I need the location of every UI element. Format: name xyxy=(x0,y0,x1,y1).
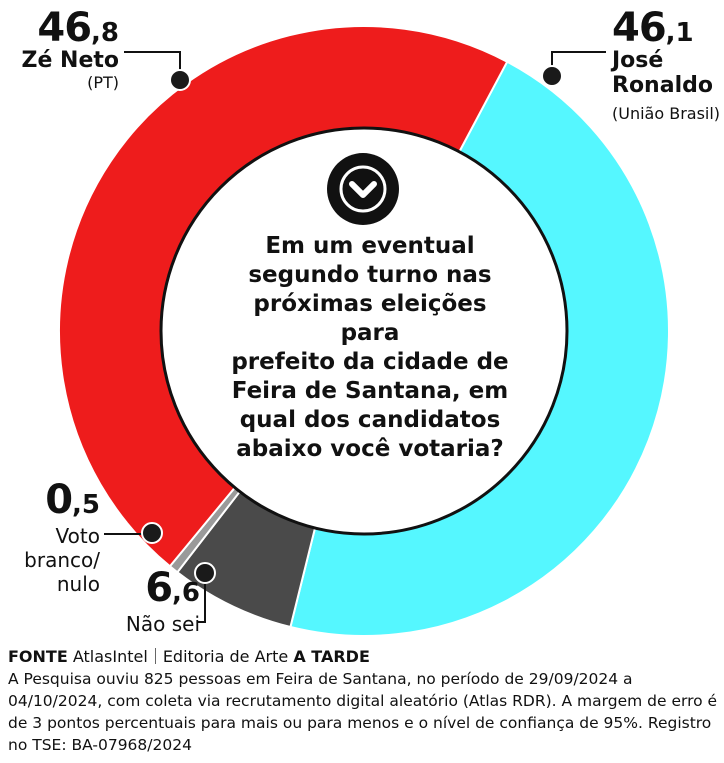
value-voto-branco-nulo: 0,5 xyxy=(45,477,100,523)
donut-chart xyxy=(58,25,670,637)
footer: FONTE AtlasIntel Editoria de Arte A TARDE… xyxy=(8,646,718,756)
chart-question: Em um eventual segundo turno nas próxima… xyxy=(231,233,509,462)
value-ze-neto: 46,8 xyxy=(37,5,119,51)
marker-ze-neto xyxy=(169,69,191,91)
value-nao-sei: 6,6 xyxy=(145,565,200,611)
label-voto-branco-nulo: 0,5 Voto branco/ nulo xyxy=(24,477,100,596)
divider xyxy=(154,648,156,664)
methodology-note: A Pesquisa ouviu 825 pessoas em Feira de… xyxy=(8,670,718,754)
chevron-down-circle-icon xyxy=(327,153,399,225)
marker-jose-ronaldo xyxy=(541,65,563,87)
leader-lines xyxy=(104,51,606,623)
value-jose-ronaldo: 46,1 xyxy=(612,5,694,51)
donut-center xyxy=(159,126,569,536)
label-nao-sei: 6,6 Não sei xyxy=(125,565,200,636)
source-line: FONTE AtlasIntel Editoria de Arte A TARDE xyxy=(8,647,370,666)
donut-slices xyxy=(58,25,670,637)
marker-voto-branco-nulo xyxy=(141,522,163,544)
label-ze-neto: 46,8 Zé Neto (PT) xyxy=(21,5,120,92)
label-jose-ronaldo: 46,1 José Ronaldo (União Brasil) xyxy=(612,5,721,123)
leader-line-nao-sei xyxy=(198,575,206,623)
marker-nao-sei xyxy=(194,562,216,584)
